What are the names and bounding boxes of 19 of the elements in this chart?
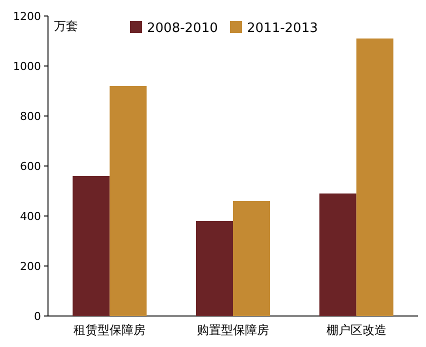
x-tick-label: 购置型保障房 xyxy=(197,323,269,337)
bar xyxy=(233,201,270,316)
bar xyxy=(72,176,110,316)
y-tick-label: 800 xyxy=(20,110,41,123)
y-tick-label: 0 xyxy=(34,310,41,323)
y-tick-label: 1000 xyxy=(13,60,41,73)
y-tick-label: 600 xyxy=(20,160,41,173)
y-tick-label: 1200 xyxy=(13,10,41,23)
y-tick-label: 400 xyxy=(20,210,41,223)
bar xyxy=(319,194,356,316)
x-tick-label: 棚户区改造 xyxy=(326,323,386,337)
bar xyxy=(196,221,233,316)
bar xyxy=(110,86,147,316)
y-axis-title: 万套 xyxy=(54,19,78,33)
y-tick-label: 200 xyxy=(20,260,41,273)
x-tick-label: 租赁型保障房 xyxy=(74,323,146,337)
legend-label: 2011-2013 xyxy=(247,21,318,36)
bar xyxy=(356,38,394,316)
legend-label: 2008-2010 xyxy=(147,21,218,36)
